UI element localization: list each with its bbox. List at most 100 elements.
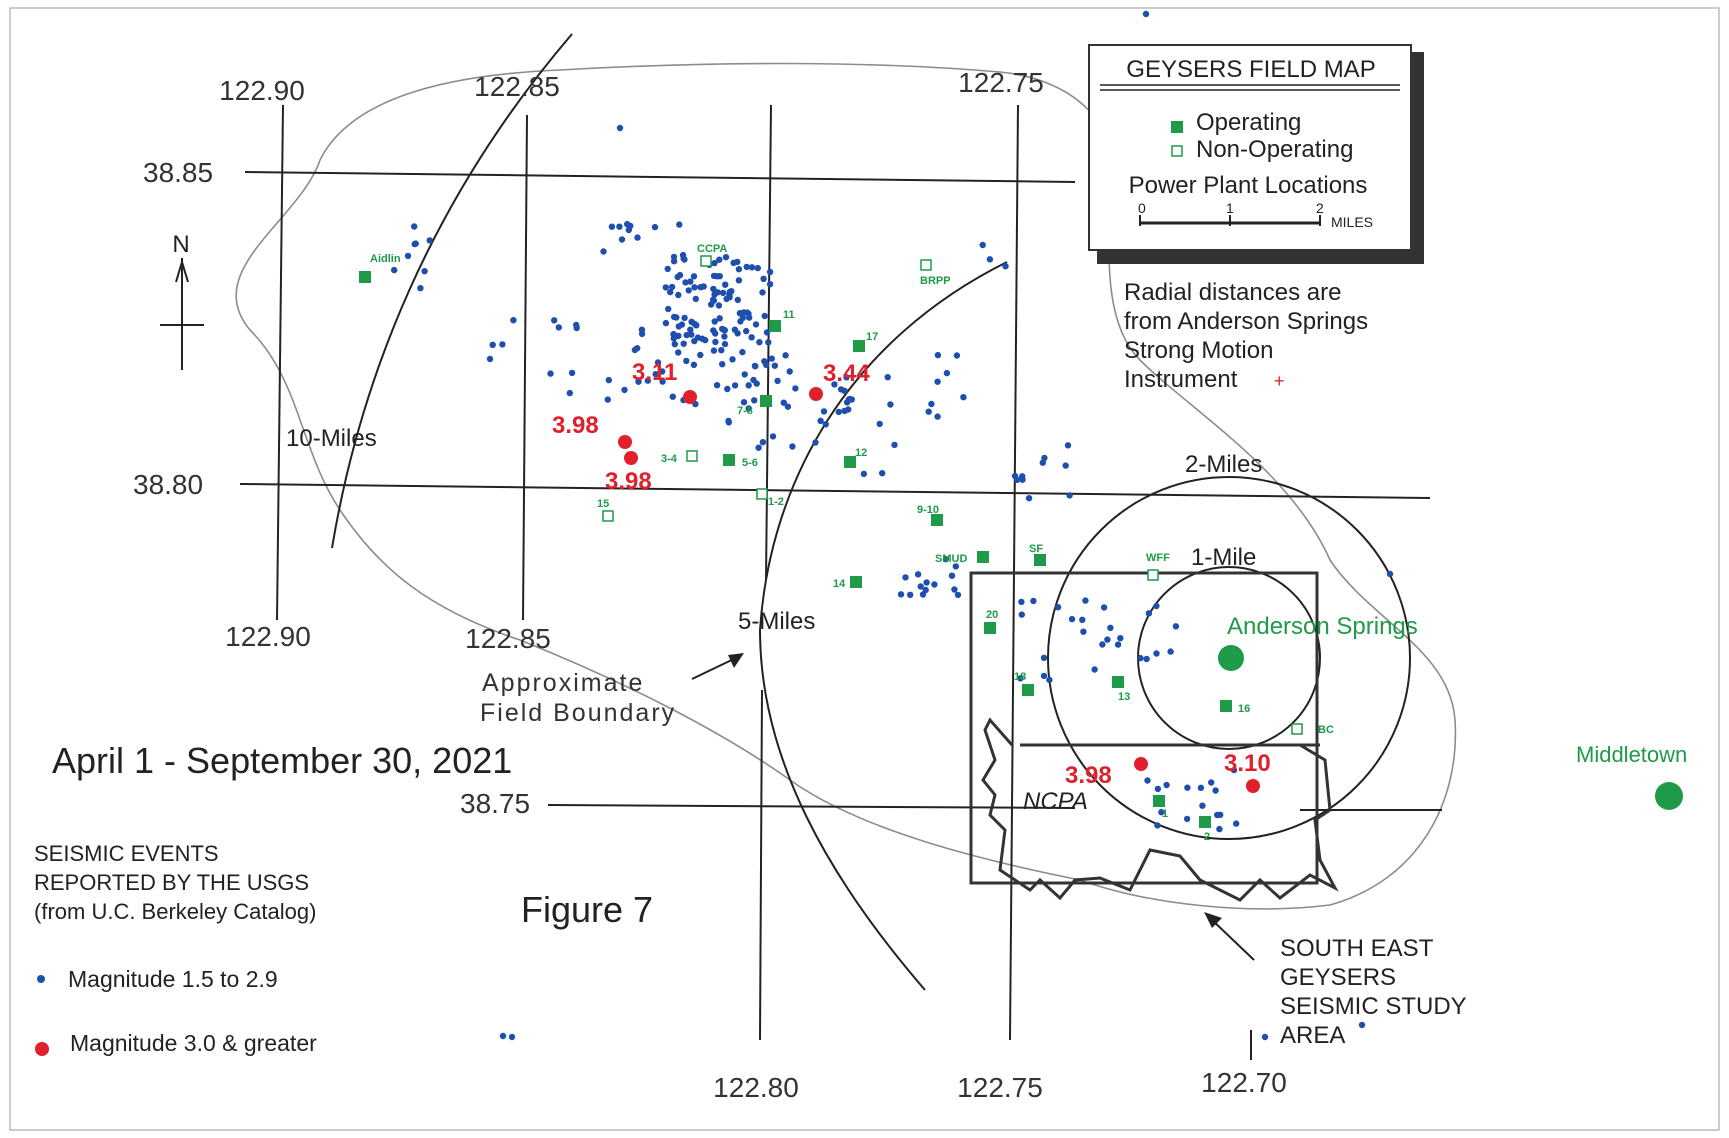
lat-label-3880: 38.80: [133, 469, 203, 500]
small-event-dot: [722, 254, 730, 261]
small-event-dot: [725, 417, 732, 425]
scale-tick-1: 1: [1226, 200, 1234, 216]
anderson-springs-label: Anderson Springs: [1227, 613, 1418, 640]
ncpa-outline: [981, 717, 1339, 902]
plant-marker: [1220, 700, 1232, 712]
small-event-dot: [751, 397, 758, 404]
small-event-dot: [1040, 654, 1048, 661]
large-event-label: 3.98: [552, 412, 599, 439]
small-event-dot: [1199, 802, 1206, 809]
small-event-dot: [752, 321, 760, 328]
small-event-dot: [860, 470, 868, 478]
plant-marker: [1199, 816, 1211, 828]
small-event-dot: [845, 406, 852, 413]
small-event-dot: [942, 556, 950, 563]
small-event-dot: [1153, 602, 1160, 610]
small-event-dot: [902, 574, 909, 581]
small-event-dot: [1386, 570, 1394, 578]
small-event-dot: [697, 351, 704, 359]
small-event-dot: [897, 591, 905, 598]
north-label: N: [172, 231, 189, 258]
small-event-dot: [743, 263, 750, 271]
figure-label: Figure 7: [521, 889, 653, 930]
small-event-dot: [817, 417, 824, 424]
small-event-dot: [676, 221, 683, 228]
field-boundary-label-line2: Field Boundary: [480, 699, 676, 727]
small-event-dot: [664, 265, 671, 273]
small-event-dot: [714, 289, 721, 296]
plant-marker: [1034, 554, 1046, 566]
small-event-dot: [748, 334, 755, 341]
radial-note-line1: Radial distances are: [1124, 279, 1341, 306]
small-event-dot: [786, 368, 793, 375]
small-event-dot: [1062, 462, 1069, 469]
small-event-dot: [754, 264, 761, 272]
plant-marker: [756, 488, 768, 500]
large-event-dot: [1246, 779, 1260, 793]
small-event-dot: [687, 278, 694, 285]
plant-marker: [1022, 684, 1034, 696]
plant-marker: [1153, 795, 1165, 807]
small-event-dot: [739, 314, 746, 321]
small-event-dot: [499, 341, 506, 348]
legend-large-event-dot: [35, 1042, 49, 1056]
legend-large-event-label: Magnitude 3.0 & greater: [70, 1030, 317, 1056]
small-event-dot: [566, 389, 573, 397]
small-event-dot: [735, 266, 743, 273]
radial-arcs: [331, 33, 1411, 991]
small-event-dot: [1100, 604, 1108, 611]
small-event-dot: [835, 408, 842, 416]
small-event-dot: [718, 347, 725, 354]
radial-note-line4: Instrument: [1124, 366, 1238, 393]
legend-small-event-dot: [37, 975, 45, 983]
small-event-dot: [1145, 610, 1153, 617]
small-event-dot: [1144, 777, 1151, 784]
small-event-dot: [676, 271, 684, 279]
small-event-dot: [822, 421, 829, 428]
small-event-dot: [986, 256, 994, 263]
legend-plant-locations: Power Plant Locations: [1129, 172, 1368, 199]
small-event-dot: [707, 301, 715, 308]
small-event-dot: [411, 223, 418, 230]
small-event-dot: [1154, 822, 1161, 829]
ncpa-label: NCPA: [1023, 788, 1088, 815]
small-event-dot: [654, 359, 662, 366]
small-event-dot: [1184, 784, 1191, 791]
legend-operating-label: Operating: [1196, 109, 1301, 136]
small-event-dot: [1039, 459, 1047, 466]
small-event-dot: [831, 381, 838, 388]
small-event-dot: [734, 296, 741, 304]
small-event-dot: [697, 284, 704, 291]
small-event-dot: [683, 357, 690, 365]
plant-label: 14: [833, 578, 846, 590]
small-event-dot: [792, 385, 799, 392]
small-event-dot: [1054, 604, 1062, 611]
large-event-label: 3.98: [605, 468, 652, 495]
small-event-dot: [568, 369, 576, 377]
small-event-dot: [934, 351, 942, 359]
legend-operating-square: [1171, 121, 1183, 133]
plant-label: 11: [783, 309, 795, 321]
radial-note: Radial distances are from Anderson Sprin…: [1124, 279, 1368, 393]
small-event-dot: [711, 259, 718, 267]
small-event-dot: [1143, 655, 1150, 663]
small-event-dot: [782, 352, 789, 359]
small-event-dot: [1163, 781, 1170, 789]
plant-marker: [844, 456, 856, 468]
small-event-dot: [675, 291, 682, 299]
small-event-dot: [925, 408, 932, 415]
small-event-dot: [711, 318, 718, 325]
small-event-dot: [499, 1032, 507, 1040]
small-event-dot: [721, 333, 728, 340]
small-event-dot: [1230, 766, 1238, 774]
large-event-dot: [809, 387, 823, 401]
small-event-dot: [1018, 598, 1025, 606]
large-event-label: 3.98: [1065, 762, 1112, 789]
plant-label: 2: [1204, 831, 1210, 843]
small-event-dot: [668, 283, 676, 291]
plant-marker: [359, 271, 371, 283]
radius-labels: 10-Miles 5-Miles 2-Miles 1-Mile: [286, 425, 1262, 635]
radial-note-line2: from Anderson Springs: [1124, 308, 1368, 335]
small-event-dot: [887, 401, 894, 408]
small-event-dot: [1183, 815, 1191, 823]
